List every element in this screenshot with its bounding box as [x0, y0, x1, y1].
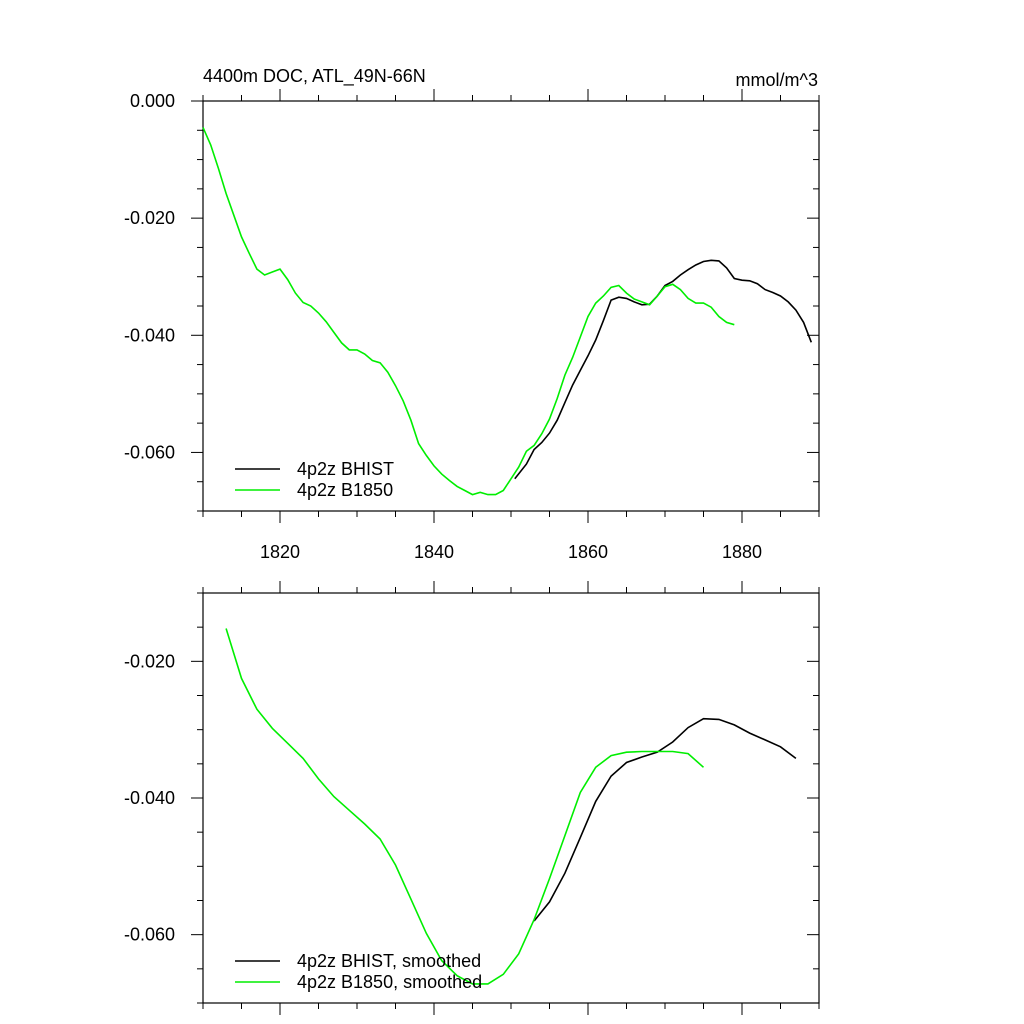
y-tick-label: -0.060 [124, 925, 175, 945]
y-tick-label: -0.040 [124, 325, 175, 345]
y-tick-label: -0.040 [124, 788, 175, 808]
legend: 4p2z BHIST, smoothed 4p2z B1850, smoothe… [235, 951, 482, 992]
x-tick-label: 1860 [568, 542, 608, 562]
tick-marks [191, 89, 820, 523]
x-tick-label: 1820 [260, 542, 300, 562]
legend-label-b1850-smoothed: 4p2z B1850, smoothed [297, 972, 482, 992]
plot-frame [202, 100, 820, 512]
y-tick-label: -0.020 [124, 208, 175, 228]
plot-frame [202, 592, 820, 1004]
tick-marks [191, 581, 820, 1015]
panel-title: 4400m DOC, ATL_49N-66N [203, 66, 426, 87]
series-line-bhist-smoothed [533, 717, 797, 922]
series-line-b1850 [202, 127, 735, 496]
legend-label-bhist-smoothed: 4p2z BHIST, smoothed [297, 951, 481, 971]
legend-label-b1850: 4p2z B1850 [297, 480, 393, 500]
y-tick-labels: 0.000 -0.020 -0.040 -0.060 [124, 91, 175, 462]
y-tick-label: -0.020 [124, 651, 175, 671]
y-tick-label: -0.060 [124, 442, 175, 462]
top-panel: 4400m DOC, ATL_49N-66N mmol/m^3 0.000 -0… [124, 66, 820, 562]
series-line-bhist [514, 259, 813, 480]
x-tick-labels: 1820 1840 1860 1880 [260, 542, 762, 562]
legend-label-bhist: 4p2z BHIST [297, 459, 394, 479]
legend: 4p2z BHIST 4p2z B1850 [235, 459, 394, 500]
y-tick-label: 0.000 [130, 91, 175, 111]
x-tick-label: 1880 [722, 542, 762, 562]
series-line-b1850-smoothed [225, 628, 705, 985]
bottom-panel: -0.020 -0.040 -0.060 4p2z BHIST, smoothe… [124, 581, 820, 1015]
units-label: mmol/m^3 [736, 70, 818, 90]
series-lines [225, 628, 797, 985]
x-tick-label: 1840 [414, 542, 454, 562]
series-lines [202, 127, 813, 496]
y-tick-labels: -0.020 -0.040 -0.060 [124, 651, 175, 944]
